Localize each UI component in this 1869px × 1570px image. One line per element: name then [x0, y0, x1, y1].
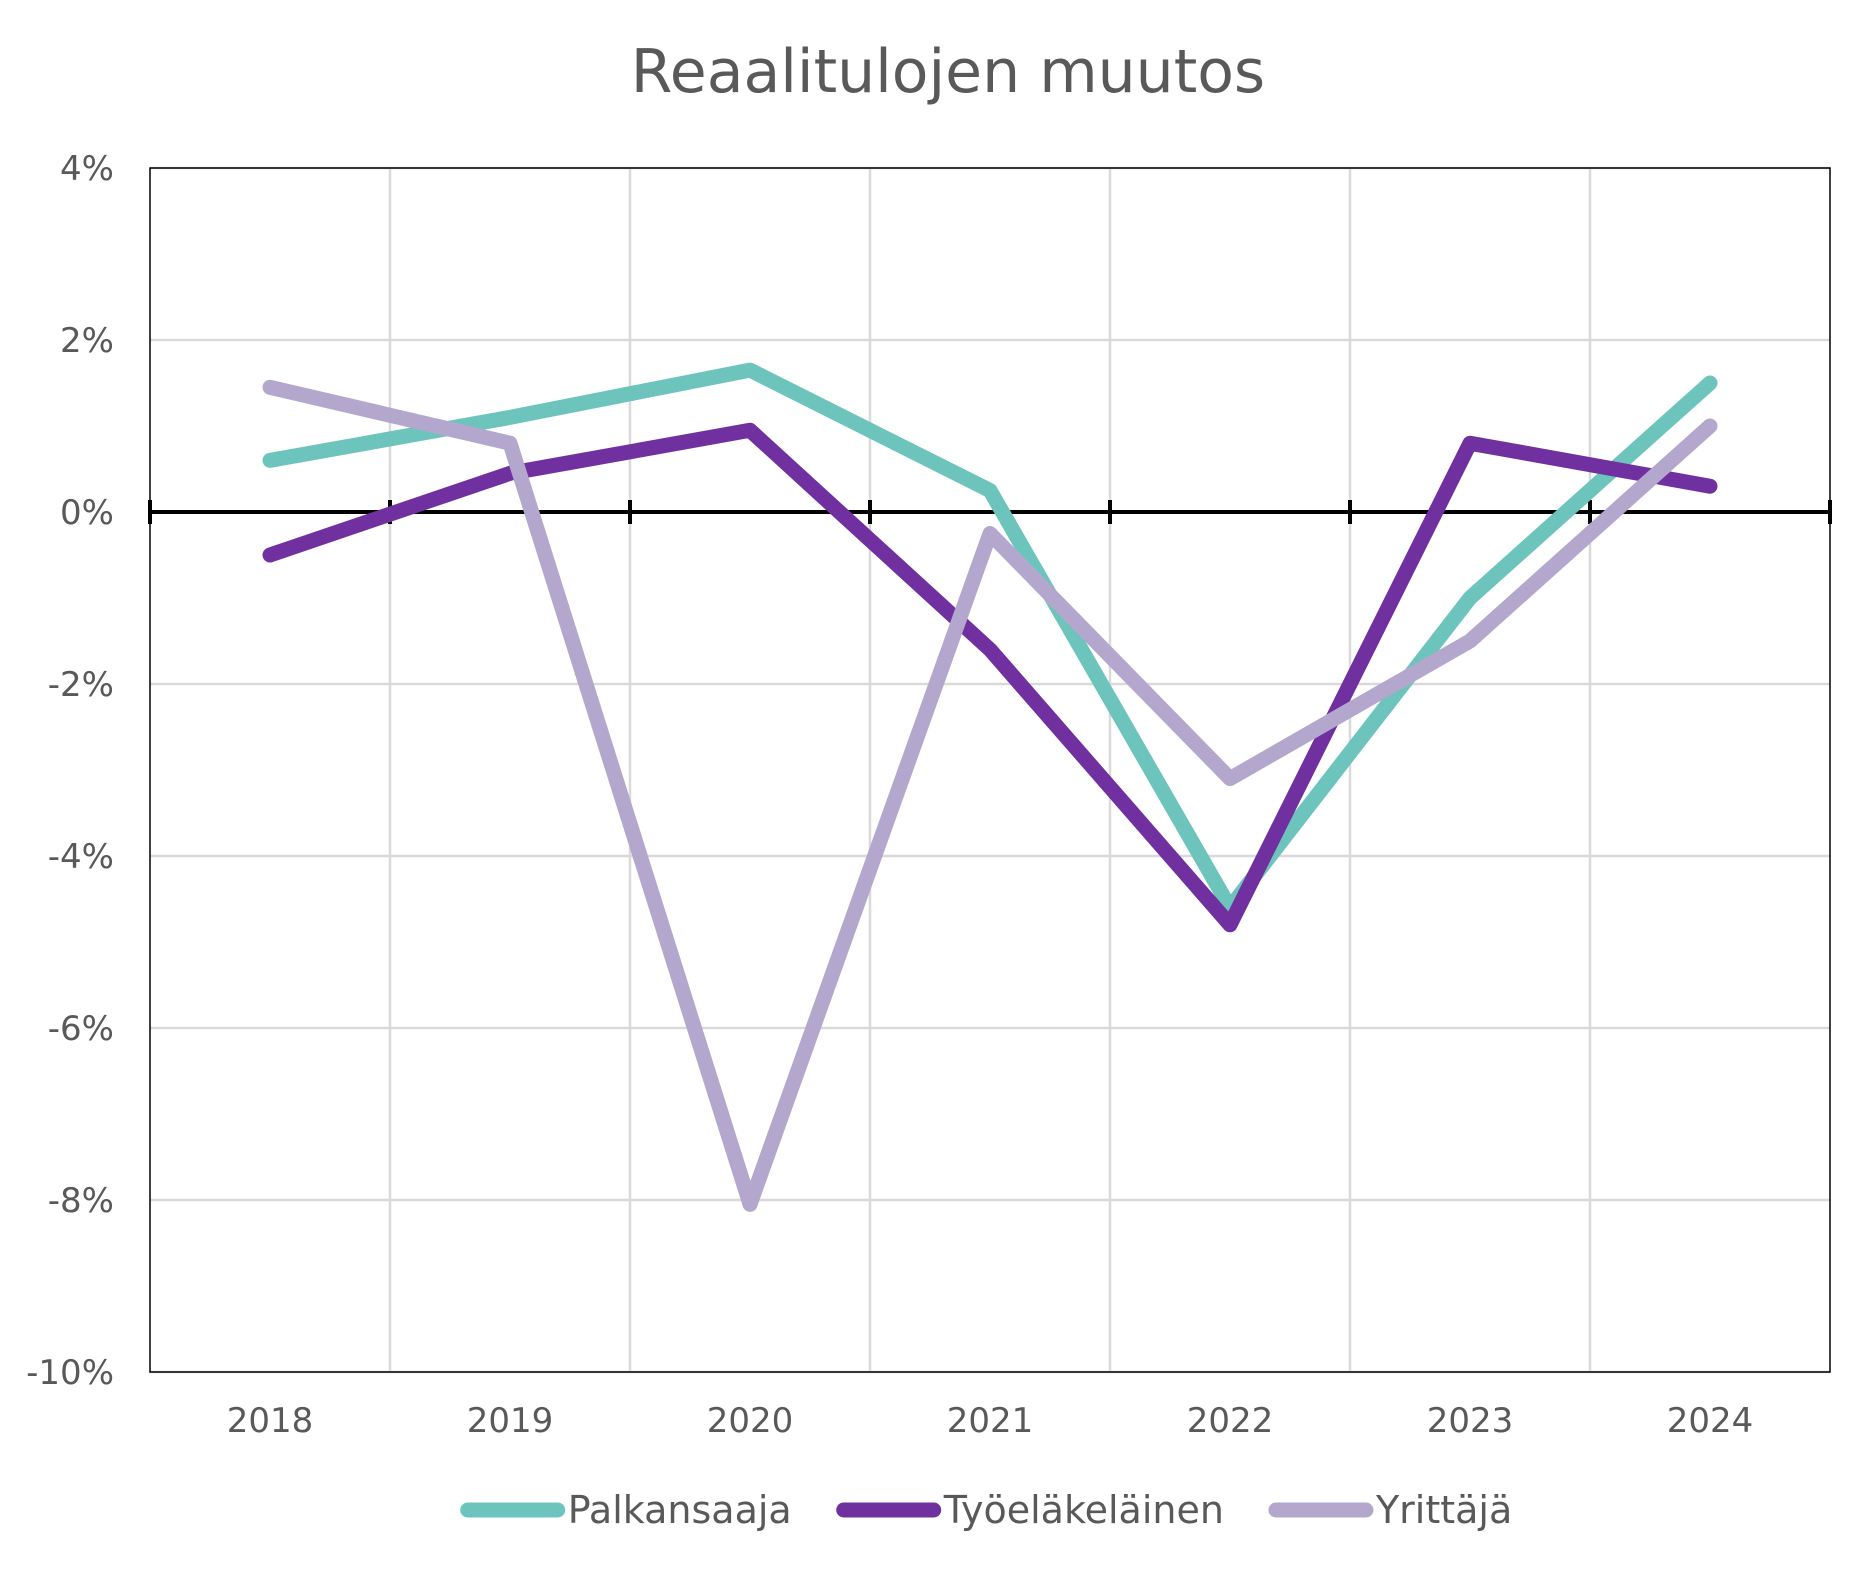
x-tick-label: 2019 — [467, 1401, 554, 1441]
plot-area-border — [149, 167, 1831, 1373]
x-tick-label: 2018 — [227, 1401, 314, 1441]
grid — [150, 166, 1830, 1374]
chart-title: Reaalitulojen muutos — [631, 37, 1265, 107]
series-line-Yrittäjä — [262, 379, 1718, 1212]
x-tick-label: 2021 — [947, 1401, 1034, 1441]
x-tick-label: 2020 — [707, 1401, 794, 1441]
series-line-Työeläkeläinen — [262, 422, 1718, 933]
legend: Palkansaaja Työeläkeläinen Yrittäjä — [460, 1488, 1512, 1532]
y-tick-label: 2% — [60, 321, 114, 361]
x-tick-label: 2024 — [1667, 1401, 1754, 1441]
y-axis-tick-labels: 4% 2% 0% -2% -4% -6% -8% -10% — [26, 149, 114, 1393]
x-tick-label: 2023 — [1427, 1401, 1514, 1441]
series-line-Palkansaaja — [262, 362, 1718, 916]
y-tick-label: -10% — [26, 1353, 114, 1393]
y-tick-label: -8% — [48, 1181, 114, 1221]
x-axis-tick-labels: 2018 2019 2020 2021 2022 2023 2024 — [227, 1401, 1754, 1441]
legend-label-Yrittäjä: Yrittäjä — [1375, 1488, 1512, 1532]
x-tick-label: 2022 — [1187, 1401, 1274, 1441]
y-tick-label: 4% — [60, 149, 114, 189]
y-tick-label: -6% — [48, 1009, 114, 1049]
legend-label-Työeläkeläinen: Työeläkeläinen — [943, 1488, 1224, 1532]
y-tick-label: 0% — [60, 493, 114, 533]
y-tick-label: -4% — [48, 837, 114, 877]
y-tick-label: -2% — [48, 665, 114, 705]
series-lines — [262, 362, 1718, 1212]
legend-label-Palkansaaja: Palkansaaja — [568, 1488, 792, 1532]
